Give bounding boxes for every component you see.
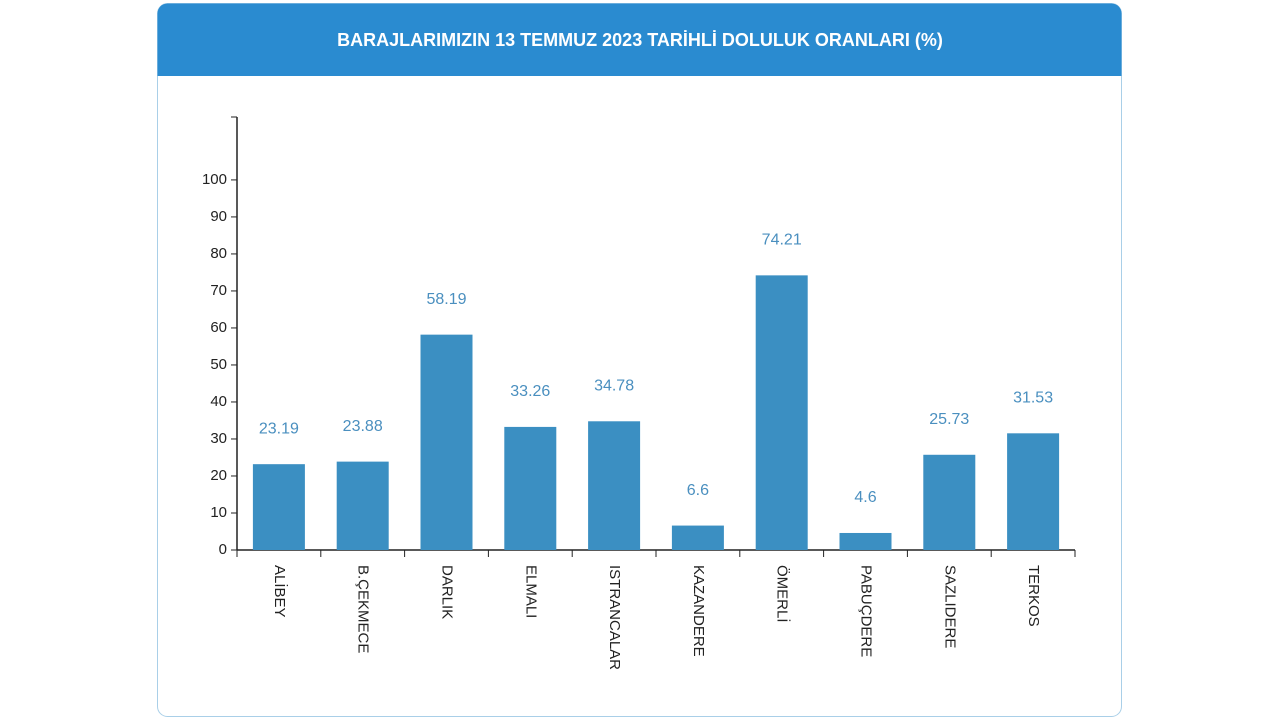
value-label: 34.78 <box>594 378 634 395</box>
x-tick-label: TERKOS <box>1025 565 1042 627</box>
x-tick-label: ELMALI <box>522 565 539 618</box>
y-tick-label: 30 <box>210 430 227 447</box>
y-tick-label: 90 <box>210 208 227 225</box>
x-tick-label: ALİBEY <box>271 565 289 618</box>
y-tick-label: 50 <box>210 356 227 373</box>
y-tick-label: 100 <box>202 171 227 188</box>
value-label: 4.6 <box>854 489 876 506</box>
x-tick-label: ISTRANCALAR <box>606 565 623 670</box>
bar <box>504 426 557 550</box>
bar <box>420 334 473 550</box>
value-label: 23.19 <box>259 420 299 437</box>
value-label: 6.6 <box>687 482 709 499</box>
bar <box>336 461 389 550</box>
x-tick-label: B.ÇEKMECE <box>355 565 372 653</box>
value-label: 74.21 <box>762 232 802 249</box>
value-label: 23.88 <box>343 418 383 435</box>
value-label: 58.19 <box>426 291 466 308</box>
bar <box>839 532 892 550</box>
x-tick-label: SAZLIDERE <box>941 565 958 648</box>
bar <box>252 464 305 550</box>
value-label: 33.26 <box>510 383 550 400</box>
value-label: 25.73 <box>929 411 969 428</box>
bar <box>671 525 724 550</box>
y-tick-label: 60 <box>210 319 227 336</box>
bar <box>1007 433 1060 550</box>
y-tick-label: 70 <box>210 282 227 299</box>
y-tick-label: 20 <box>210 467 227 484</box>
y-tick-label: 0 <box>219 541 227 558</box>
y-tick-label: 10 <box>210 504 227 521</box>
y-tick-label: 80 <box>210 245 227 262</box>
chart-title: BARAJLARIMIZIN 13 TEMMUZ 2023 TARİHLİ DO… <box>337 30 943 50</box>
x-tick-label: DARLIK <box>439 565 456 619</box>
x-tick-label: KAZANDERE <box>690 565 707 657</box>
x-tick-label: ÖMERLİ <box>774 565 792 623</box>
card <box>157 3 1122 717</box>
y-tick-label: 40 <box>210 393 227 410</box>
card-header <box>157 3 1122 76</box>
bar <box>588 421 641 550</box>
bar <box>923 454 976 550</box>
x-tick-label: PABUÇDERE <box>858 565 875 657</box>
bar <box>755 275 808 550</box>
value-label: 31.53 <box>1013 390 1053 407</box>
